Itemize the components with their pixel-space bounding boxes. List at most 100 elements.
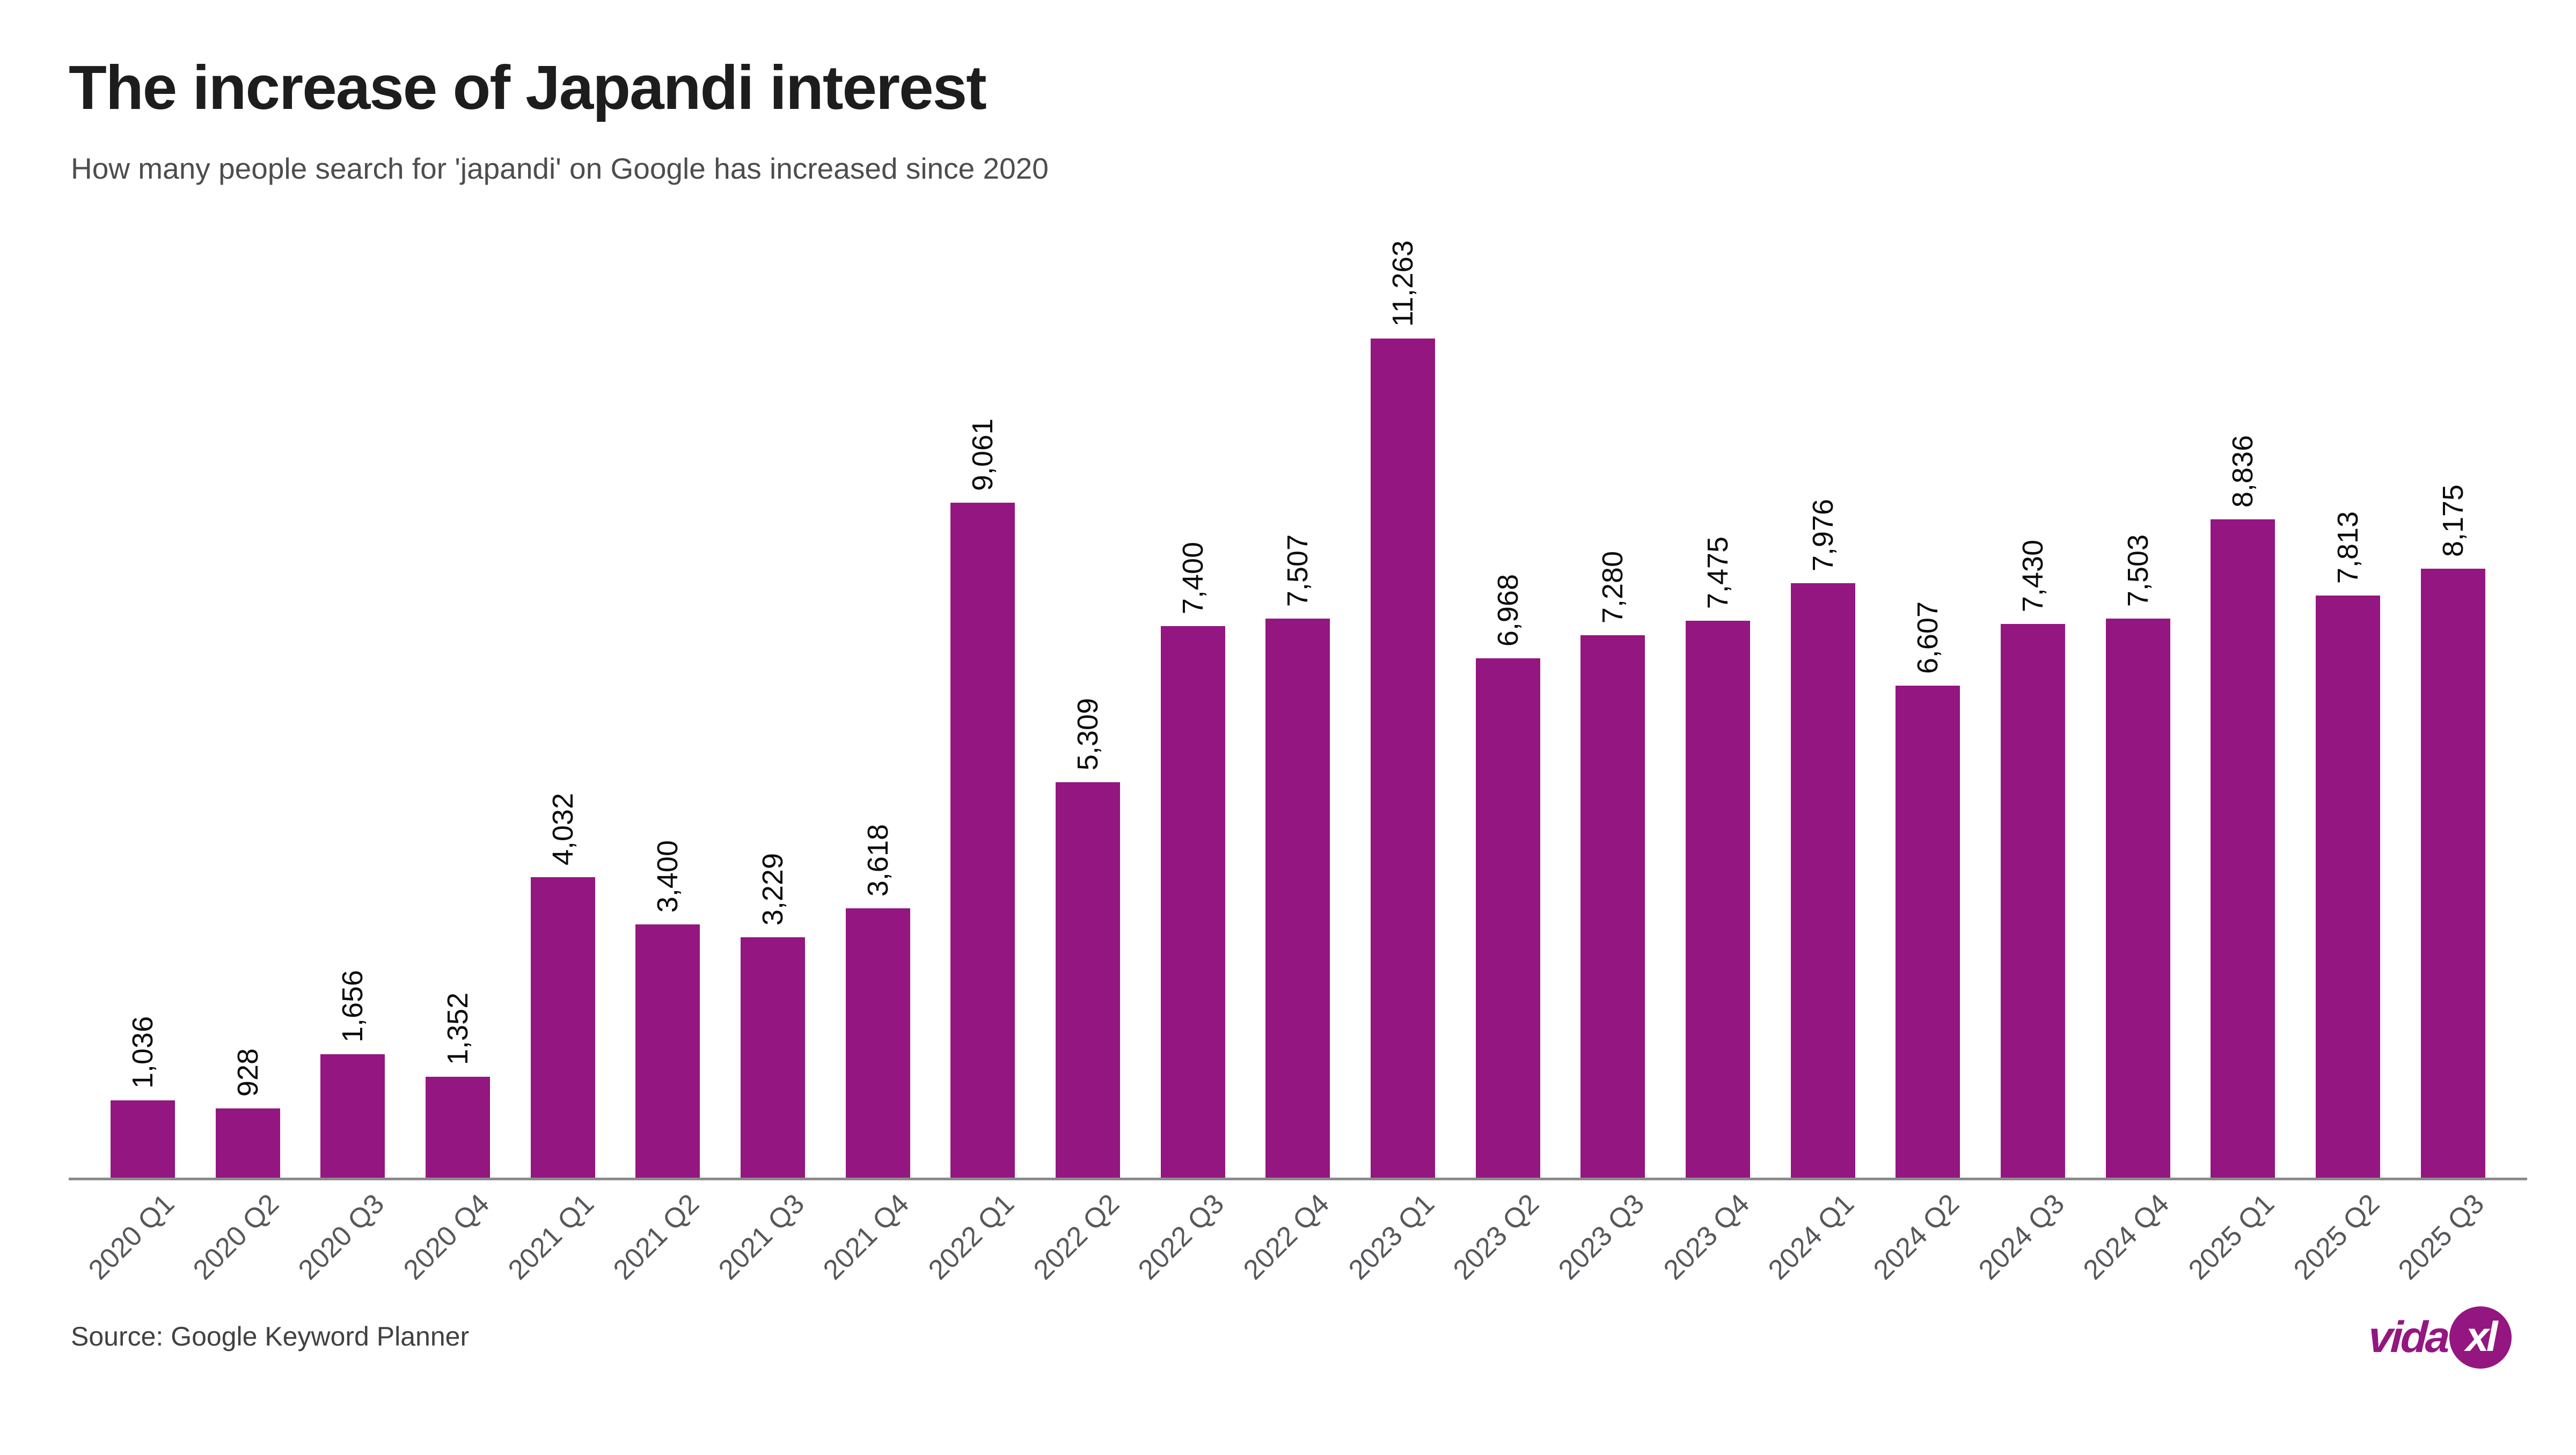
x-axis-tick-label: 2020 Q2 — [187, 1188, 286, 1286]
bar-slot: 1,656 — [320, 970, 385, 1178]
bar-slot: 11,263 — [1371, 240, 1436, 1178]
x-axis-tick-label: 2021 Q2 — [607, 1188, 705, 1286]
bar-value-label: 7,400 — [1176, 541, 1209, 614]
bar-value-label: 5,309 — [1072, 697, 1104, 770]
bar-value-label: 928 — [231, 1048, 264, 1097]
bar — [741, 937, 806, 1178]
bar — [1056, 782, 1121, 1178]
bar-slot: 5,309 — [1056, 698, 1121, 1178]
x-axis-tick-label: 2023 Q1 — [1342, 1188, 1440, 1286]
bar — [1580, 635, 1645, 1178]
x-axis-tick-label: 2025 Q1 — [2182, 1188, 2281, 1286]
bar — [1371, 339, 1436, 1178]
bar — [2211, 519, 2275, 1178]
bar-slot: 1,352 — [426, 993, 491, 1178]
bar-value-label: 1,036 — [127, 1016, 159, 1089]
x-axis-tick-label: 2020 Q4 — [397, 1188, 495, 1286]
bar-value-label: 1,656 — [336, 969, 369, 1042]
bar-slot: 7,813 — [2316, 511, 2381, 1178]
bar-value-label: 6,607 — [1912, 601, 1944, 674]
bar — [845, 908, 910, 1178]
x-axis-tick-label: 2025 Q2 — [2287, 1188, 2385, 1286]
vidaxl-wordmark-xl: xl — [2465, 1313, 2498, 1360]
bar-slot: 3,618 — [845, 824, 910, 1178]
bar — [2105, 619, 2170, 1178]
bar-value-label: 7,503 — [2121, 534, 2154, 607]
x-axis-tick-label: 2022 Q4 — [1237, 1188, 1335, 1286]
bar-value-label: 4,032 — [546, 792, 579, 865]
source-note: Source: Google Keyword Planner — [71, 1321, 470, 1351]
bar-slot: 3,400 — [635, 840, 700, 1178]
bar — [1160, 626, 1225, 1178]
x-axis-tick-label: 2025 Q3 — [2392, 1188, 2491, 1286]
bar-value-label: 8,836 — [2227, 435, 2259, 508]
bar-slot: 7,507 — [1265, 534, 1330, 1178]
bar-slot: 6,607 — [1896, 601, 1960, 1178]
x-axis-tick-label: 2024 Q3 — [1972, 1188, 2070, 1286]
bar-slot: 8,836 — [2211, 435, 2275, 1178]
vidaxl-wordmark-vida: vida — [2367, 1313, 2449, 1362]
bar-slot: 7,976 — [1790, 499, 1855, 1178]
page-subtitle: How many people search for 'japandi' on … — [71, 152, 1049, 185]
bar — [530, 877, 595, 1178]
x-axis-tick-label: 2020 Q3 — [292, 1188, 390, 1286]
bar-slot: 7,475 — [1686, 537, 1751, 1178]
bar — [1790, 583, 1855, 1178]
x-axis-tick-label: 2020 Q1 — [82, 1188, 180, 1286]
bar — [2001, 624, 2066, 1178]
bar-slot: 7,280 — [1580, 551, 1645, 1178]
bar — [2316, 596, 2381, 1178]
bar-slot: 7,400 — [1160, 542, 1225, 1178]
bar — [1896, 686, 1960, 1178]
bar-value-label: 7,475 — [1702, 536, 1735, 609]
bar-value-label: 6,968 — [1491, 574, 1524, 646]
bar-value-label: 9,061 — [967, 418, 999, 491]
bar-slot: 7,503 — [2105, 534, 2170, 1178]
bar-slot: 4,032 — [530, 793, 595, 1178]
bar — [111, 1100, 175, 1178]
bar-slot: 8,175 — [2420, 484, 2485, 1178]
x-axis-tick-label: 2023 Q3 — [1552, 1188, 1651, 1286]
bar-value-label: 8,175 — [2436, 484, 2469, 557]
x-axis-tick-label: 2022 Q1 — [922, 1188, 1020, 1286]
x-axis-tick-label: 2023 Q2 — [1447, 1188, 1546, 1286]
bar — [1265, 619, 1330, 1178]
bar-slot: 7,430 — [2001, 540, 2066, 1178]
bar — [635, 924, 700, 1178]
x-axis-tick-label: 2022 Q2 — [1027, 1188, 1125, 1286]
x-axis-tick-label: 2021 Q1 — [502, 1188, 601, 1286]
bar-value-label: 11,263 — [1387, 240, 1419, 327]
bar-value-label: 7,976 — [1806, 498, 1839, 571]
bar-value-label: 3,229 — [757, 853, 789, 925]
x-axis-tick-label: 2021 Q3 — [712, 1188, 810, 1286]
bar-slot: 3,229 — [741, 853, 806, 1178]
x-axis-tick-label: 2024 Q2 — [1867, 1188, 1966, 1286]
bar-value-label: 3,400 — [652, 840, 684, 913]
x-axis-tick-label: 2022 Q3 — [1132, 1188, 1231, 1286]
bar — [320, 1054, 385, 1178]
page-title: The increase of Japandi interest — [69, 53, 987, 122]
bar-value-label: 1,352 — [442, 992, 474, 1065]
bar-chart-plot-area: 1,036 928 1,656 1,352 4,032 3,400 3,229 3,618 9,… — [69, 240, 2527, 1178]
bar — [2420, 569, 2485, 1178]
vidaxl-logo-circle: xl — [2449, 1306, 2512, 1369]
x-axis-tick-label: 2024 Q1 — [1762, 1188, 1861, 1286]
vidaxl-logo: vida xl — [2367, 1303, 2512, 1372]
x-axis-tick-label: 2021 Q4 — [817, 1188, 916, 1286]
bar — [1686, 621, 1751, 1178]
x-axis-tick-label: 2023 Q4 — [1657, 1188, 1755, 1286]
bar — [215, 1108, 280, 1178]
bar — [1475, 658, 1540, 1178]
bar — [950, 503, 1015, 1178]
bar-slot: 9,061 — [950, 418, 1015, 1178]
bar-slot: 928 — [215, 1048, 280, 1178]
bar-slot: 6,968 — [1475, 574, 1540, 1178]
bar — [426, 1077, 491, 1178]
bar-value-label: 7,430 — [2017, 539, 2050, 612]
bar-value-label: 3,618 — [861, 824, 894, 896]
bar-slot: 1,036 — [111, 1016, 175, 1178]
bar-value-label: 7,813 — [2332, 511, 2365, 584]
bar-value-label: 7,507 — [1282, 534, 1314, 607]
x-axis-line — [69, 1178, 2527, 1180]
bar-value-label: 7,280 — [1597, 550, 1629, 623]
